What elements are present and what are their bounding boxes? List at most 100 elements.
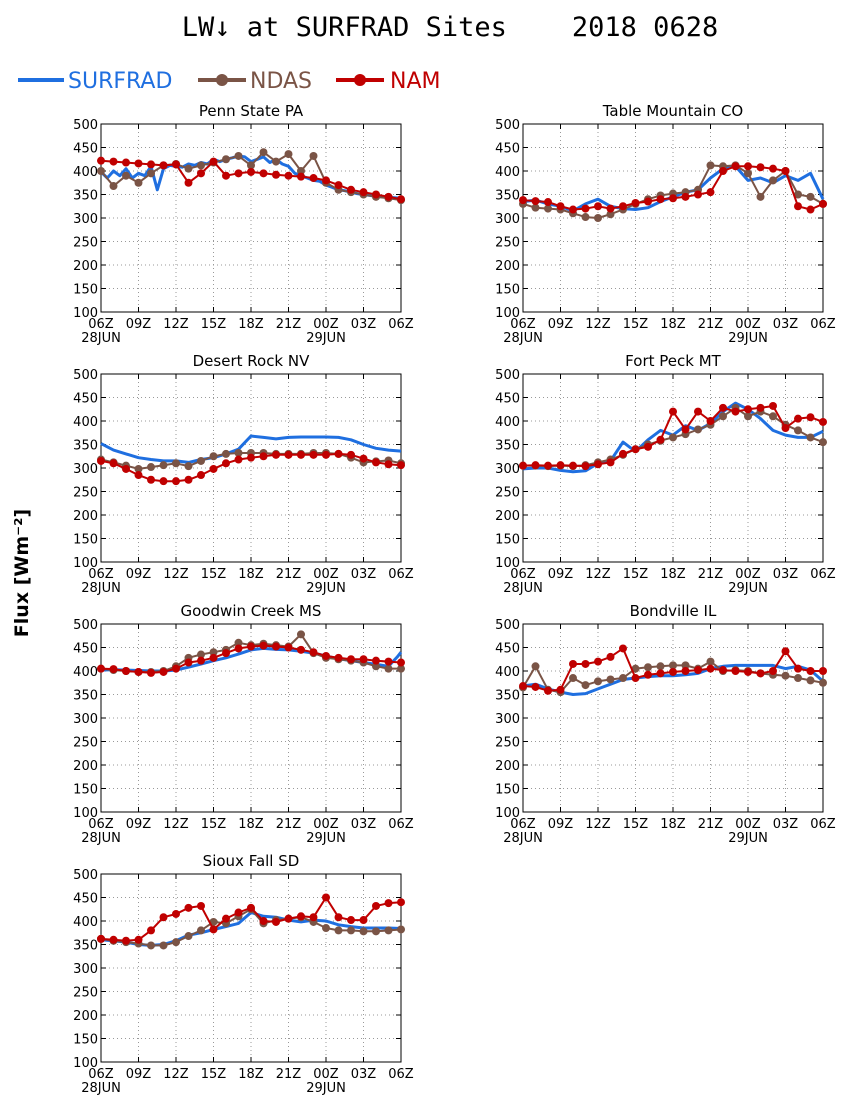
data-point-ndas — [234, 638, 243, 647]
data-point-nam — [359, 188, 368, 197]
x-tick-label: 12Z — [163, 317, 189, 332]
data-point-ndas — [147, 169, 155, 178]
data-point-ndas — [581, 681, 590, 690]
data-point-ndas — [222, 449, 230, 458]
chart-title: Table Mountain CO — [602, 102, 744, 120]
data-point-ndas — [384, 926, 393, 935]
chart-bondville-il: Bondville IL 100 150 200 250 300 350 400 450 500 0… — [495, 602, 836, 846]
y-tick-label: 300 — [495, 212, 520, 227]
y-tick-label: 500 — [73, 368, 98, 383]
data-point-nam — [531, 461, 540, 470]
data-point-nam — [372, 901, 380, 910]
x-tick-label: 21Z — [276, 567, 302, 582]
data-point-ndas — [284, 150, 293, 159]
data-point-ndas — [197, 926, 205, 935]
data-point-nam — [247, 167, 255, 176]
data-point-ndas — [209, 648, 218, 657]
data-point-ndas — [397, 664, 405, 673]
x-tick-label: 06Z — [388, 317, 414, 332]
chart-title: Penn State PA — [199, 102, 304, 120]
data-point-ndas — [531, 662, 540, 671]
data-point-nam — [359, 916, 368, 925]
x-tick-label: 21Z — [276, 317, 302, 332]
data-point-nam — [556, 461, 565, 470]
x-tick-label: 12Z — [585, 567, 611, 582]
data-point-ndas — [606, 210, 615, 219]
y-tick-label: 500 — [495, 618, 520, 633]
data-point-nam — [222, 649, 230, 658]
chart-table-mountain-co: Table Mountain CO 100 150 200 250 300 350 400 45… — [495, 102, 836, 346]
data-point-ndas — [209, 452, 218, 461]
data-point-ndas — [656, 662, 665, 671]
x-tick-label: 03Z — [351, 317, 377, 332]
y-tick-label: 150 — [73, 783, 98, 798]
date-label: 28JUN — [81, 1081, 121, 1096]
x-tick-label: 03Z — [773, 817, 799, 832]
data-point-ndas — [172, 938, 180, 947]
data-point-nam — [309, 450, 318, 459]
data-point-ndas — [197, 650, 205, 659]
data-point-nam — [531, 682, 540, 691]
data-point-nam — [284, 914, 293, 923]
data-point-nam — [681, 425, 690, 434]
data-point-nam — [122, 936, 130, 945]
y-tick-label: 450 — [73, 892, 98, 907]
x-tick-label: 15Z — [623, 317, 649, 332]
data-point-nam — [656, 195, 665, 204]
x-tick-label: 18Z — [238, 317, 264, 332]
x-tick-label: 00Z — [313, 567, 339, 582]
data-point-nam — [669, 407, 677, 416]
data-point-nam — [397, 898, 405, 907]
data-point-nam — [347, 450, 355, 459]
data-point-nam — [209, 925, 218, 934]
y-tick-label: 200 — [495, 259, 520, 274]
data-point-nam — [109, 157, 118, 166]
data-point-nam — [372, 656, 380, 665]
data-point-nam — [334, 653, 343, 662]
data-point-nam — [731, 407, 740, 416]
x-tick-label: 06Z — [88, 317, 114, 332]
data-point-ndas — [372, 927, 380, 936]
data-point-nam — [272, 642, 280, 651]
data-point-nam — [297, 450, 305, 459]
data-point-nam — [619, 202, 627, 211]
data-point-nam — [719, 167, 727, 175]
x-tick-label: 09Z — [126, 1067, 152, 1082]
y-tick-label: 200 — [73, 509, 98, 524]
data-point-nam — [172, 477, 180, 486]
data-point-nam — [719, 403, 727, 412]
data-point-nam — [706, 417, 715, 425]
y-tick-label: 250 — [495, 486, 520, 501]
data-point-nam — [297, 645, 305, 654]
data-point-ndas — [744, 412, 752, 421]
data-point-nam — [284, 171, 293, 180]
data-point-ndas — [134, 178, 143, 187]
data-point-nam — [594, 202, 602, 211]
y-tick-label: 200 — [73, 759, 98, 774]
data-point-nam — [272, 450, 280, 459]
data-point-nam — [384, 192, 393, 201]
data-point-ndas — [756, 192, 765, 201]
data-point-ndas — [606, 675, 615, 684]
y-tick-label: 400 — [495, 165, 520, 180]
x-tick-label: 18Z — [238, 1067, 264, 1082]
data-point-nam — [272, 170, 280, 179]
x-tick-label: 15Z — [623, 817, 649, 832]
x-tick-label: 18Z — [660, 317, 686, 332]
data-point-ndas — [234, 151, 243, 160]
y-tick-label: 300 — [495, 462, 520, 477]
date-label: 29JUN — [728, 581, 768, 596]
y-tick-label: 450 — [73, 642, 98, 657]
data-point-nam — [384, 657, 393, 666]
data-point-nam — [359, 454, 368, 463]
data-point-nam — [234, 169, 243, 178]
data-point-ndas — [259, 148, 268, 157]
date-label: 28JUN — [81, 331, 121, 346]
y-tick-label: 350 — [73, 189, 98, 204]
data-point-ndas — [669, 433, 677, 442]
data-point-nam — [794, 414, 802, 423]
y-tick-label: 150 — [495, 283, 520, 298]
data-point-nam — [209, 464, 218, 473]
data-point-ndas — [594, 677, 602, 686]
